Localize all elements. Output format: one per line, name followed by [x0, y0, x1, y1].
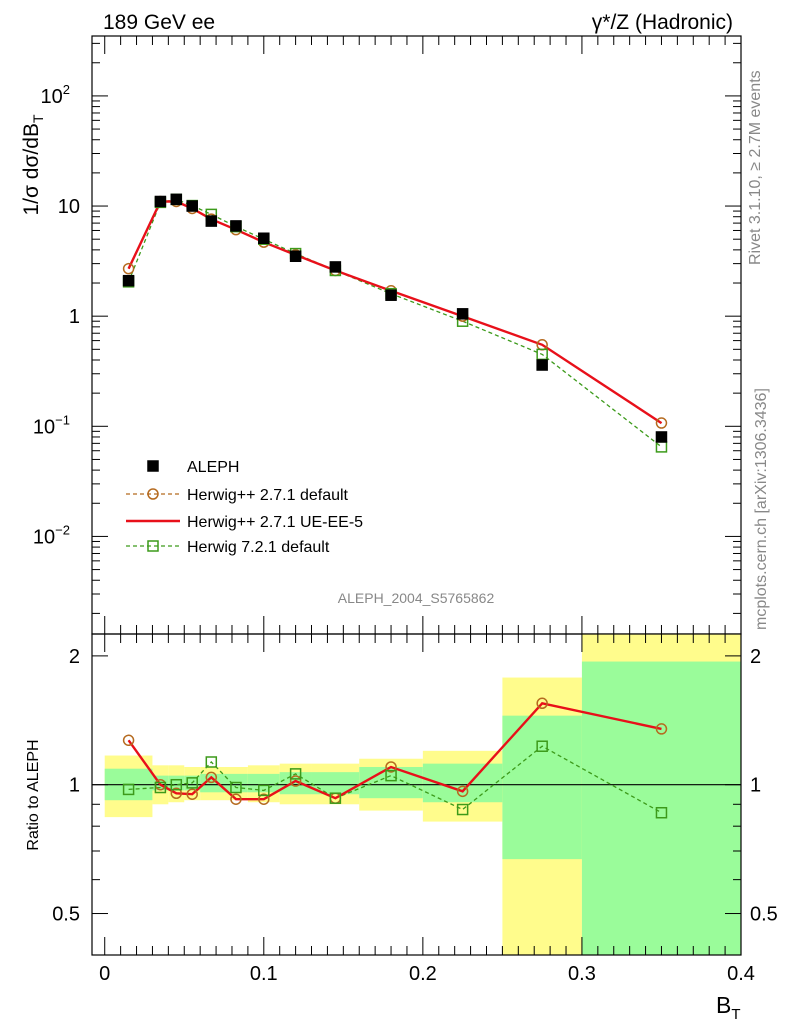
main-y-tick-label: 10−2	[33, 522, 70, 548]
ratio-herwig721-marker	[289, 768, 302, 780]
aleph-data-point	[186, 200, 198, 212]
aleph-data-point	[154, 195, 167, 208]
x-tick-label: 0.1	[250, 963, 278, 985]
ratio-herwigpp-default-marker	[186, 788, 198, 800]
aleph-data-point	[289, 250, 302, 263]
stat-uncertainty-band	[311, 772, 360, 795]
aleph-data-point	[122, 274, 135, 287]
legend-label: Herwig++ 2.7.1 default	[187, 487, 349, 504]
x-tick-label: 0	[99, 963, 110, 985]
legend-label: ALEPH	[187, 459, 239, 476]
aleph-data-point	[258, 232, 270, 244]
analysis-watermark: ALEPH_2004_S5765862	[338, 590, 495, 606]
ratio-herwigpp-default-marker	[205, 771, 218, 784]
aleph-data-point	[329, 261, 342, 273]
main-y-tick-label: 10	[58, 196, 80, 218]
ratio-ylabel: Ratio to ALEPH	[25, 739, 42, 850]
ratio-y-tick-label-left: 2	[69, 646, 80, 668]
herwigpp-default-marker	[122, 262, 135, 275]
ratio-herwig721-marker	[536, 740, 548, 752]
ratio-herwig721-line	[128, 745, 662, 814]
herwigpp-default-marker	[655, 417, 668, 429]
right-title: γ*/Z (Hadronic)	[592, 11, 733, 34]
x-tick-label: 0.4	[727, 963, 755, 985]
aleph-data-point	[536, 359, 548, 371]
ratio-herwigpp-default-marker	[230, 793, 242, 805]
herwigpp-default-line	[128, 200, 662, 424]
ratio-herwigpp-default-marker	[536, 697, 548, 710]
aleph-data-point	[170, 193, 183, 206]
ratio-y-tick-label-left: 0.5	[52, 904, 80, 926]
ratio-y-tick-label-right: 1	[750, 775, 761, 797]
ratio-plot-frame	[91, 633, 742, 956]
ratio-y-tick-label-right: 0.5	[750, 904, 778, 926]
ratio-herwigpp-default-marker	[289, 775, 302, 787]
ratio-herwigpp-default-marker	[122, 734, 135, 747]
aleph-data-point	[205, 215, 218, 227]
left-title: 189 GeV ee	[103, 11, 215, 34]
legend-aleph-marker	[147, 460, 159, 472]
ratio-y-tick-label-right: 2	[750, 646, 761, 668]
ratio-herwigpp-default-marker	[258, 793, 270, 805]
ratio-herwig721-marker	[230, 781, 242, 794]
stat-uncertainty-band	[247, 773, 280, 793]
aleph-data-point	[230, 220, 242, 232]
ratio-herwig721-marker	[170, 778, 183, 791]
ratio-herwigpp-default-marker	[655, 723, 668, 735]
ratio-herwig721-marker	[122, 783, 135, 796]
aleph-data-point	[456, 308, 469, 320]
ratio-herwigpp-default-marker	[170, 787, 183, 800]
ratio-herwig721-marker	[258, 784, 270, 797]
legend-herwig721-marker	[147, 540, 159, 552]
herwig721-line	[127, 198, 662, 448]
aleph-data-point	[385, 289, 397, 301]
ratio-herwig721-marker	[655, 806, 668, 819]
x-tick-label: 0.3	[568, 963, 596, 985]
ratio-herwig721-marker	[329, 792, 342, 804]
ratio-herwig721-marker	[154, 781, 167, 794]
ratio-herwig721-marker	[205, 756, 218, 768]
stat-uncertainty-band	[502, 715, 582, 860]
ratio-herwigpp-default-marker	[385, 761, 397, 773]
main-y-tick-label: 102	[41, 82, 70, 108]
x-axis-label: BT	[716, 992, 741, 1023]
main-ylabel: 1/σ dσ/dBT	[20, 114, 46, 215]
ratio-herwig721-marker	[186, 777, 198, 789]
aleph-data-point	[655, 431, 668, 443]
rivet-label: Rivet 3.1.10, ≥ 2.7M events	[747, 70, 764, 265]
ratio-herwigpp-ueee5-line	[127, 701, 662, 801]
main-y-tick-label: 10−1	[33, 412, 70, 438]
main-y-tick-label: 1	[69, 306, 80, 328]
legend-label: Herwig 7.2.1 default	[187, 539, 330, 556]
legend-herwigpp-default-marker	[147, 488, 159, 500]
ratio-herwig721-marker	[385, 769, 397, 782]
legend-label: Herwig++ 2.7.1 UE-EE-5	[187, 514, 363, 531]
ratio-herwig721-marker	[456, 803, 469, 816]
mcplots-label: mcplots.cern.ch [arXiv:1306.3436]	[753, 388, 770, 630]
herwigpp-ueee5-line	[127, 200, 663, 425]
x-tick-label: 0.2	[409, 963, 437, 985]
ratio-herwigpp-default-marker	[456, 785, 469, 798]
ratio-y-tick-label-left: 1	[69, 775, 80, 797]
